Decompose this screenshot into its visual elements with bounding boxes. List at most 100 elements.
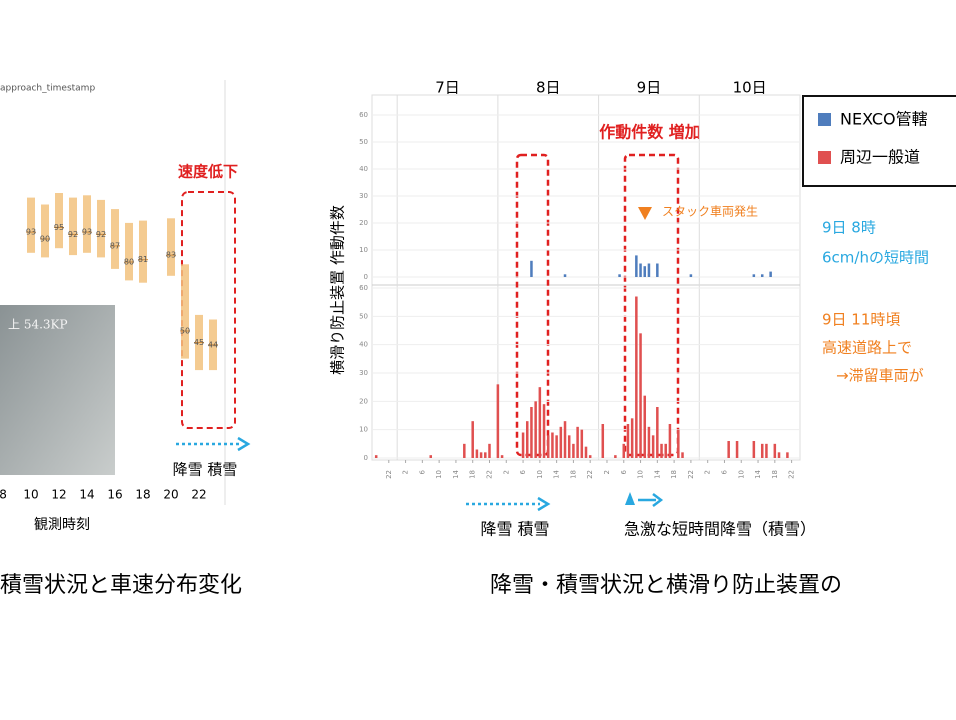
note: 9日 11時頃 bbox=[822, 311, 900, 329]
x-tick-label: 2 bbox=[704, 470, 712, 474]
y-tick-label: 0 bbox=[364, 273, 368, 281]
x-tick-label: 10 bbox=[23, 488, 38, 502]
bar bbox=[639, 263, 642, 277]
range-bar bbox=[181, 264, 189, 359]
range-bar bbox=[41, 204, 49, 258]
y-tick-label: 60 bbox=[359, 111, 368, 119]
bar bbox=[588, 455, 592, 458]
bar bbox=[580, 429, 584, 458]
bar bbox=[572, 443, 575, 458]
x-tick-label: 18 bbox=[670, 470, 678, 479]
day-label: 7日 bbox=[435, 79, 460, 97]
x-tick-label: 10 bbox=[737, 470, 745, 479]
bar bbox=[760, 443, 764, 458]
bar bbox=[656, 263, 659, 277]
bar bbox=[735, 441, 739, 458]
x-axis-label: 観測時刻 bbox=[34, 516, 90, 533]
bar bbox=[769, 271, 772, 277]
bar bbox=[542, 404, 546, 458]
bar bbox=[429, 455, 433, 458]
marker bbox=[638, 207, 652, 220]
bar bbox=[727, 441, 730, 458]
arrow-head bbox=[237, 436, 251, 452]
y-tick-label: 0 bbox=[364, 454, 368, 462]
day-label: 9日 bbox=[637, 79, 662, 97]
arrow-head bbox=[652, 493, 664, 507]
photo bbox=[0, 305, 115, 475]
x-tick-label: 2 bbox=[603, 470, 611, 474]
range-bar bbox=[125, 222, 133, 281]
highlight-box bbox=[181, 191, 236, 429]
x-tick-label: 2 bbox=[502, 470, 510, 474]
y-tick-label: 20 bbox=[359, 397, 368, 405]
y-tick-label: 30 bbox=[359, 192, 368, 200]
arrow-head bbox=[537, 496, 551, 512]
chart-title: approach_timestamp bbox=[0, 84, 95, 94]
bar bbox=[626, 424, 630, 458]
bar bbox=[635, 255, 638, 277]
bar bbox=[500, 455, 504, 458]
bar bbox=[752, 441, 756, 458]
bar bbox=[765, 443, 768, 458]
marker bbox=[625, 492, 635, 505]
bar bbox=[521, 432, 525, 458]
annotation: 速度低下 bbox=[178, 163, 238, 181]
bar bbox=[584, 446, 588, 458]
x-tick-label: 18 bbox=[135, 488, 150, 502]
data-label: 92 bbox=[68, 230, 78, 239]
data-label: 50 bbox=[180, 327, 190, 336]
x-tick-label: 10 bbox=[637, 470, 645, 479]
note: →滞留車両が bbox=[836, 367, 924, 385]
x-tick-label: 18 bbox=[569, 470, 577, 479]
data-label: 83 bbox=[166, 251, 176, 260]
range-bar bbox=[167, 218, 175, 276]
y-tick-label: 10 bbox=[359, 246, 368, 254]
y-axis-label: 横滑り防止装置 作動件数 bbox=[329, 205, 347, 375]
bar bbox=[530, 407, 533, 458]
x-tick-label: 2 bbox=[402, 470, 410, 474]
bar bbox=[555, 435, 558, 458]
bar bbox=[484, 452, 487, 458]
bar bbox=[563, 421, 567, 458]
bar bbox=[777, 452, 781, 458]
range-bar bbox=[111, 209, 119, 269]
bar bbox=[551, 432, 554, 458]
x-tick-label: 10 bbox=[536, 470, 544, 479]
x-tick-label: 18 bbox=[771, 470, 779, 479]
x-tick-label: 16 bbox=[107, 488, 122, 502]
day-label: 10日 bbox=[733, 79, 767, 97]
bar bbox=[614, 455, 617, 458]
x-tick-label: 6 bbox=[620, 469, 628, 474]
x-tick-label: 14 bbox=[452, 469, 460, 478]
note: 9日 8時 bbox=[822, 219, 876, 237]
range-bar bbox=[69, 197, 77, 256]
bar bbox=[647, 426, 651, 458]
bar bbox=[656, 407, 659, 458]
x-tick-label: 14 bbox=[79, 488, 94, 502]
x-tick-label: 22 bbox=[586, 470, 594, 479]
note: 高速道路上で bbox=[822, 339, 912, 357]
legend-box bbox=[802, 95, 956, 187]
y-tick-label: 60 bbox=[359, 284, 368, 292]
x-tick-label: 6 bbox=[418, 469, 426, 474]
bar bbox=[546, 435, 550, 458]
x-tick-label: 14 bbox=[553, 469, 561, 478]
range-bar bbox=[139, 220, 147, 283]
bar bbox=[567, 435, 571, 458]
bar bbox=[622, 443, 626, 458]
day-label: 8日 bbox=[536, 79, 561, 97]
legend-swatch bbox=[818, 151, 831, 164]
x-tick-label: 20 bbox=[163, 488, 178, 502]
bar bbox=[534, 401, 537, 458]
range-bar bbox=[55, 193, 63, 249]
bar bbox=[630, 418, 634, 458]
bar bbox=[559, 426, 563, 458]
bar bbox=[639, 333, 642, 458]
stuck-label: スタック車両発生 bbox=[662, 205, 758, 219]
data-label: 45 bbox=[194, 338, 204, 347]
data-label: 93 bbox=[26, 228, 36, 237]
bar bbox=[752, 274, 756, 277]
range-bar bbox=[27, 197, 35, 253]
